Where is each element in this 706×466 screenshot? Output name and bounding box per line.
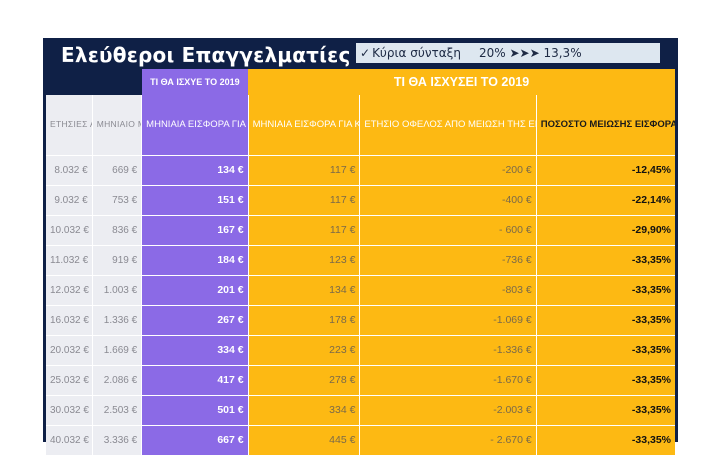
cell-annual-income: 12.032 € [46,275,93,306]
cell-annual-benefit: -1.670 € [359,365,537,396]
cell-annual-income: 9.032 € [46,185,93,216]
cell-annual-income: 10.032 € [46,215,93,246]
cell-reduction-percent: -29,90% [535,215,675,246]
arrows-icon: ➤➤➤ [509,46,540,60]
cell-current-contribution: 334 € [141,335,249,366]
cell-monthly-income: 669 € [92,155,143,186]
cell-monthly-income: 753 € [92,185,143,216]
cell-annual-benefit: - 600 € [359,215,537,246]
cell-current-contribution: 501 € [141,395,249,426]
cell-monthly-income: 1.336 € [92,305,143,336]
cell-reduction-percent: -33,35% [535,275,675,306]
cell-new-contribution: 445 € [247,425,360,456]
cell-annual-income: 20.032 € [46,335,93,366]
table-row: 11.032 €919 €184 €123 € -736 € -33,35% [46,245,675,276]
cell-monthly-income: 2.503 € [92,395,143,426]
page-title: Ελεύθεροι Επαγγελματίες [61,43,351,67]
cell-reduction-percent: -12,45% [535,155,675,186]
badge-rate-to: 13,3% [543,46,582,60]
pension-rate-badge: ✓ Κύρια σύνταξη 20% ➤➤➤ 13,3% [356,43,660,63]
cell-new-contribution: 117 € [247,155,360,186]
cell-reduction-percent: -22,14% [535,185,675,216]
cell-current-contribution: 151 € [141,185,249,216]
cell-monthly-income: 836 € [92,215,143,246]
cell-new-contribution: 117 € [247,215,360,246]
cell-annual-income: 30.032 € [46,395,93,426]
cell-new-contribution: 117 € [247,185,360,216]
cell-reduction-percent: -33,35% [535,245,675,276]
cell-new-contribution: 178 € [247,305,360,336]
current-2019-header: ΤΙ ΘΑ ΙΣΧΥΕ ΤΟ 2019 [141,69,249,95]
cell-reduction-percent: -33,35% [535,305,675,336]
table-row: 12.032 €1.003 €201 €134 € -803 € -33,35% [46,275,675,306]
cell-new-contribution: 223 € [247,335,360,366]
badge-rate-from: 20% [478,46,506,60]
column-header-new-contribution: ΜΗΝΙΑΙΑ ΕΙΣΦΟΡΑ ΓΙΑ ΚΥΡΙΑ ΣΥΝΤΑΞΗ [247,95,360,156]
column-header-current-contribution: ΜΗΝΙΑΙΑ ΕΙΣΦΟΡΑ ΓΙΑ ΚΥΡΙΑ ΣΥΝΤΑΞΗ [141,95,249,156]
table-row: 8.032 €669 €134 €117 € -200 € -12,45% [46,155,675,186]
table-row: 40.032 €3.336 €667 €445 € - 2.670 € -33,35… [46,425,675,456]
cell-annual-benefit: - 2.670 € [359,425,537,456]
check-icon: ✓ [360,46,371,60]
table-row: 10.032 €836 €167 €117 € - 600 € -29,90% [46,215,675,246]
table-row: 25.032 €2.086 €417 €278 € -1.670 € -33,35% [46,365,675,396]
cell-current-contribution: 267 € [141,305,249,336]
cell-new-contribution: 134 € [247,275,360,306]
cell-current-contribution: 134 € [141,155,249,186]
table-row: 20.032 €1.669 €334 €223 € -1.336 € -33,35% [46,335,675,366]
cell-current-contribution: 667 € [141,425,249,456]
column-header-annual-income: ΕΤΗΣΙΕΣ ΑΠΟΔΟΧΕΣ [46,95,93,156]
column-header-monthly-income: ΜΗΝΙΑΙΟ ΜΙΚΤΟ ΕΙΣΟΔΗΜΑ [92,95,143,156]
cell-monthly-income: 1.003 € [92,275,143,306]
column-header-reduction-percent: ΠΟΣΟΣΤΟ ΜΕΙΩΣΗΣ ΕΙΣΦΟΡΑΣ ΚΥΡΙΑΣ ΣΥΝΤΑΞΗΣ [535,95,675,156]
cell-current-contribution: 201 € [141,275,249,306]
cell-reduction-percent: -33,35% [535,335,675,366]
contribution-table: ΤΙ ΘΑ ΙΣΧΥΕ ΤΟ 2019 ΤΙ ΘΑ ΙΣΧΥΣΕΙ ΤΟ 201… [46,69,675,456]
cell-annual-benefit: -2.003 € [359,395,537,426]
cell-new-contribution: 123 € [247,245,360,276]
cell-annual-income: 40.032 € [46,425,93,456]
table-header-groups: ΤΙ ΘΑ ΙΣΧΥΕ ΤΟ 2019 ΤΙ ΘΑ ΙΣΧΥΣΕΙ ΤΟ 201… [46,69,675,95]
cell-annual-benefit: -200 € [359,155,537,186]
cell-reduction-percent: -33,35% [535,395,675,426]
cell-monthly-income: 1.669 € [92,335,143,366]
table-row: 30.032 €2.503 €501 €334 € -2.003 € -33,35% [46,395,675,426]
cell-annual-income: 8.032 € [46,155,93,186]
cell-current-contribution: 417 € [141,365,249,396]
table-row: 9.032 €753 €151 €117 € -400 € -22,14% [46,185,675,216]
cell-annual-benefit: -1.069 € [359,305,537,336]
cell-annual-benefit: -400 € [359,185,537,216]
cell-annual-income: 11.032 € [46,245,93,276]
cell-annual-benefit: -736 € [359,245,537,276]
column-header-annual-benefit: ΕΤΗΣΙΟ ΟΦΕΛΟΣ ΑΠΟ ΜΕΙΩΣΗ ΤΗΣ ΕΙΣΦΟΡΑΣ [359,95,537,156]
cell-reduction-percent: -33,35% [535,365,675,396]
cell-annual-benefit: -803 € [359,275,537,306]
cell-annual-income: 25.032 € [46,365,93,396]
cell-reduction-percent: -33,35% [535,425,675,456]
cell-monthly-income: 3.336 € [92,425,143,456]
cell-annual-benefit: -1.336 € [359,335,537,366]
cell-monthly-income: 919 € [92,245,143,276]
cell-current-contribution: 167 € [141,215,249,246]
cell-new-contribution: 278 € [247,365,360,396]
cell-new-contribution: 334 € [247,395,360,426]
new-2019-header: ΤΙ ΘΑ ΙΣΧΥΣΕΙ ΤΟ 2019 [248,69,675,95]
table-header-columns: ΕΤΗΣΙΕΣ ΑΠΟΔΟΧΕΣ ΜΗΝΙΑΙΟ ΜΙΚΤΟ ΕΙΣΟΔΗΜΑ … [46,95,675,156]
cell-annual-income: 16.032 € [46,305,93,336]
cell-monthly-income: 2.086 € [92,365,143,396]
table-row: 16.032 €1.336 €267 €178 € -1.069 € -33,35% [46,305,675,336]
cell-current-contribution: 184 € [141,245,249,276]
badge-label: Κύρια σύνταξη [372,46,461,60]
